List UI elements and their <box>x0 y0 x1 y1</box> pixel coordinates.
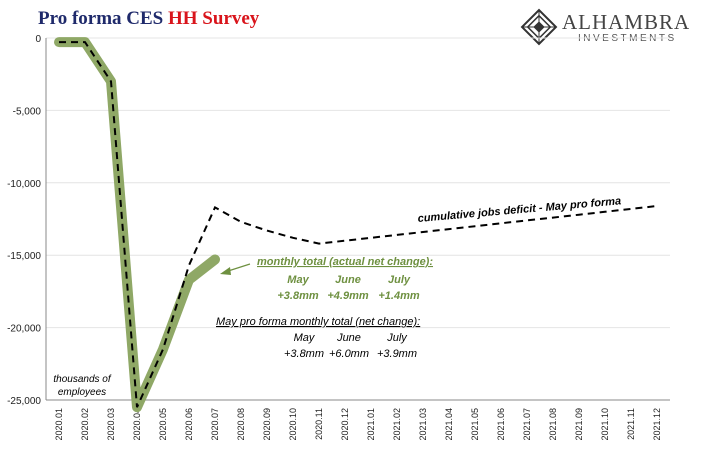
actual-month-1: May <box>287 274 309 286</box>
x-tick-label: 2021.02 <box>392 408 402 441</box>
x-tick-label: 2021.07 <box>522 408 532 441</box>
actual-value-3: +1.4mm <box>378 290 419 302</box>
series-lines <box>54 37 658 413</box>
x-tick-label: 2021.04 <box>444 408 454 441</box>
x-tick-label: 2020.10 <box>288 408 298 441</box>
x-tick-label: 2020.02 <box>80 408 90 441</box>
x-tick-label: 2020.12 <box>340 408 350 441</box>
x-tick-label: 2020.04 <box>132 408 142 441</box>
x-tick-label: 2020.09 <box>262 408 272 441</box>
proforma-value-1: +3.8mm <box>284 348 324 360</box>
x-tick-label: 2021.10 <box>600 408 610 441</box>
x-tick-label: 2021.12 <box>652 408 662 441</box>
annotation-arrow-head <box>220 267 231 275</box>
actual-month-3: July <box>388 274 411 286</box>
y-tick-label: -15,000 <box>7 251 41 262</box>
x-tick-label: 2021.08 <box>548 408 558 441</box>
chart-title: Pro forma CES HH Survey <box>38 8 259 30</box>
x-tick-label: 2021.03 <box>418 408 428 441</box>
proforma-month-1: May <box>294 332 316 344</box>
x-tick-label: 2021.09 <box>574 408 584 441</box>
y-tick-label: -5,000 <box>13 106 42 117</box>
proforma-month-3: July <box>386 332 408 344</box>
gridlines <box>46 37 670 329</box>
y-unit-label-line1: thousands of <box>53 374 111 385</box>
actual-value-2: +4.9mm <box>327 290 368 302</box>
x-tick-label: 2020.01 <box>54 408 64 441</box>
proforma-value-2: +6.0mm <box>329 348 369 360</box>
actual-value-1: +3.8mm <box>277 290 318 302</box>
proforma-month-2: June <box>336 332 361 344</box>
actual-month-2: June <box>335 274 361 286</box>
y-tick-label: -20,000 <box>7 324 41 335</box>
chart-title-part2: HH Survey <box>168 8 260 29</box>
y-unit-label-line2: employees <box>58 387 106 398</box>
x-tick-label: 2020.06 <box>184 408 194 441</box>
series-actual-line <box>54 37 220 413</box>
proforma-value-3: +3.9mm <box>377 348 417 360</box>
series-proforma-dashed-line <box>59 41 658 408</box>
x-tick-label: 2020.05 <box>158 408 168 441</box>
proforma-heading: May pro forma monthly total (net change)… <box>216 316 420 328</box>
y-tick-label: 0 <box>35 34 41 45</box>
x-tick-labels: 2020.01 2020.02 2020.03 2020.04 2020.05 2020.… <box>54 408 662 441</box>
x-tick-label: 2020.03 <box>106 408 116 441</box>
x-tick-label: 2020.08 <box>236 408 246 441</box>
actual-heading: monthly total (actual net change): <box>257 256 433 268</box>
x-tick-label: 2021.05 <box>470 408 480 441</box>
chart-title-part1: Pro forma CES <box>38 8 168 29</box>
x-tick-label: 2021.06 <box>496 408 506 441</box>
y-tick-labels: 0 -5,000 -10,000 -15,000 -20,000 -25,000 <box>7 34 41 407</box>
y-tick-label: -25,000 <box>7 396 41 407</box>
x-tick-label: 2020.07 <box>210 408 220 441</box>
x-tick-label: 2021.11 <box>626 408 636 440</box>
logo-name: ALHAMBRA <box>562 10 691 34</box>
x-tick-label: 2020.11 <box>314 408 324 440</box>
x-tick-label: 2021.01 <box>366 408 376 441</box>
y-tick-label: -10,000 <box>7 179 41 190</box>
